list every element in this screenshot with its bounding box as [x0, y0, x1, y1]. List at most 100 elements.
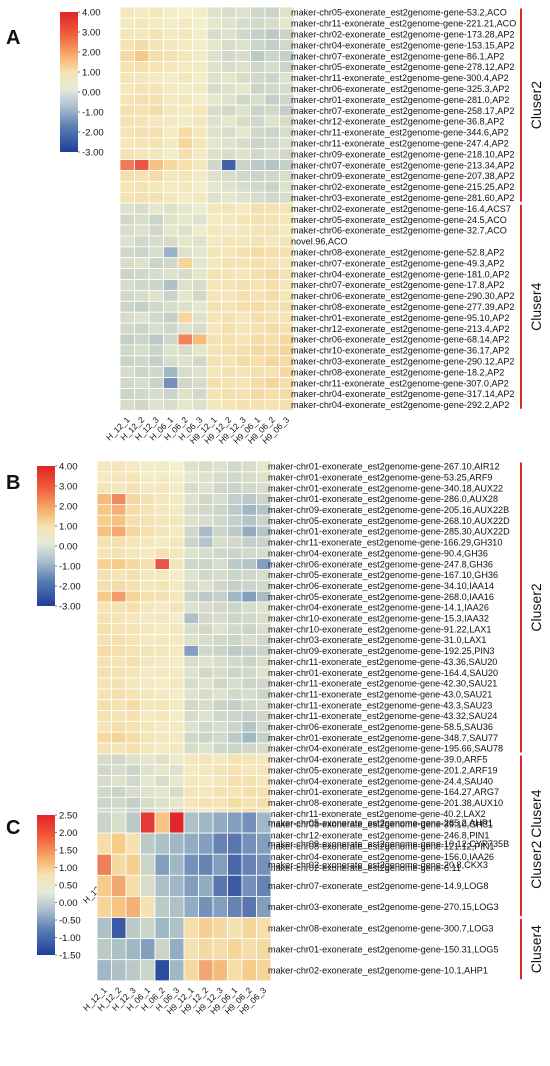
heatmap-cell: [148, 202, 164, 215]
heatmap-cell: [227, 634, 243, 646]
heatmap-cell: [235, 257, 251, 270]
heatmap-cell: [96, 569, 112, 581]
heatmap-cell: [198, 938, 214, 961]
heatmap-cell: [192, 268, 208, 280]
heatmap-cell: [227, 677, 243, 690]
heatmap-cell: [250, 159, 266, 171]
heatmap-cell: [125, 874, 141, 897]
heatmap-cell: [125, 811, 141, 834]
heatmap-cell: [119, 50, 135, 62]
heatmap-cell: [206, 311, 222, 324]
heatmap-cell: [111, 688, 127, 701]
heatmap-cell: [96, 612, 112, 625]
color-legend-bar: [60, 12, 78, 152]
heatmap-cell: [183, 655, 199, 668]
heatmap-cell: [235, 93, 251, 106]
heatmap-cell: [221, 311, 237, 324]
heatmap-cell: [264, 39, 280, 52]
heatmap-cell: [177, 355, 193, 368]
heatmap-cell: [134, 322, 150, 335]
heatmap-cell: [221, 170, 237, 182]
heatmap-cell: [198, 853, 214, 876]
heatmap-cell: [177, 191, 193, 204]
heatmap-cell: [125, 688, 141, 701]
legend-tick-label: -0.50: [59, 916, 81, 927]
heatmap-cell: [111, 699, 127, 711]
heatmap-cell: [111, 645, 127, 657]
heatmap-cell: [119, 115, 135, 128]
heatmap-cell: [119, 224, 135, 237]
heatmap-cell: [250, 246, 266, 259]
heatmap-cell: [221, 366, 237, 379]
row-label: maker-chr12-exonerate_est2genome-gene-21…: [291, 324, 509, 334]
heatmap-cell: [221, 344, 237, 357]
heatmap-cell: [198, 590, 214, 603]
heatmap-cell: [250, 224, 266, 237]
heatmap-cell: [148, 257, 164, 270]
heatmap-cell: [119, 366, 135, 379]
heatmap-cell: [96, 482, 112, 494]
heatmap-cell: [177, 377, 193, 389]
heatmap-cell: [241, 482, 257, 494]
heatmap-cell: [264, 137, 280, 150]
heatmap-cell: [250, 148, 266, 160]
heatmap-cell: [198, 710, 214, 722]
heatmap-cell: [235, 268, 251, 280]
heatmap-cell: [264, 235, 280, 248]
heatmap-cell: [212, 721, 228, 733]
panel-label: B: [6, 472, 20, 494]
heatmap-cell: [206, 72, 222, 84]
heatmap-cell: [198, 731, 214, 744]
heatmap-cell: [241, 634, 257, 646]
heatmap-cell: [134, 191, 150, 204]
heatmap-cell: [140, 482, 156, 494]
heatmap-cell: [125, 938, 141, 961]
heatmap-cell: [183, 786, 199, 798]
heatmap-cell: [119, 170, 135, 182]
heatmap-cell: [235, 159, 251, 171]
heatmap-cell: [169, 601, 185, 614]
row-label: maker-chr09-exonerate_est2genome-gene-21…: [291, 149, 514, 159]
heatmap-cell: [206, 257, 222, 270]
heatmap-cell: [227, 558, 243, 570]
legend-tick-label: 2.00: [59, 828, 78, 839]
heatmap-cell: [198, 721, 214, 733]
heatmap-cell: [134, 93, 150, 106]
legend-tick-label: -1.00: [82, 108, 104, 119]
heatmap-cell: [227, 874, 243, 897]
heatmap-cell: [241, 896, 257, 918]
heatmap-cell: [169, 460, 185, 473]
heatmap-cell: [192, 39, 208, 52]
heatmap-cell: [227, 579, 243, 592]
heatmap-cell: [111, 731, 127, 744]
heatmap-cell: [111, 634, 127, 646]
heatmap-cell: [250, 82, 266, 95]
heatmap-cell: [206, 61, 222, 73]
heatmap-cell: [111, 612, 127, 625]
heatmap-cell: [169, 764, 185, 777]
row-label: maker-chr05-exonerate_est2genome-gene-26…: [268, 516, 510, 526]
heatmap-cell: [169, 482, 185, 494]
heatmap-cell: [119, 257, 135, 270]
heatmap-cell: [241, 677, 257, 690]
heatmap-cell: [148, 377, 164, 389]
row-label: maker-chr08-exonerate_est2genome-gene-18…: [291, 367, 504, 377]
heatmap-cell: [206, 17, 222, 30]
heatmap-cell: [227, 764, 243, 777]
row-label: maker-chr08-exonerate_est2genome-gene-27…: [291, 302, 514, 312]
heatmap-cell: [212, 796, 228, 809]
heatmap-cell: [140, 460, 156, 473]
heatmap-cell: [206, 82, 222, 95]
heatmap-cell: [192, 104, 208, 117]
heatmap-cell: [212, 569, 228, 581]
heatmap-cell: [264, 355, 280, 368]
heatmap-cell: [169, 811, 185, 834]
heatmap-cell: [134, 344, 150, 357]
heatmap-cell: [125, 558, 141, 570]
heatmap-cell: [134, 366, 150, 379]
heatmap-cell: [177, 170, 193, 182]
legend-tick-label: 3.00: [82, 28, 101, 39]
heatmap-cell: [119, 104, 135, 117]
heatmap-cell: [235, 28, 251, 41]
heatmap-cell: [148, 344, 164, 357]
